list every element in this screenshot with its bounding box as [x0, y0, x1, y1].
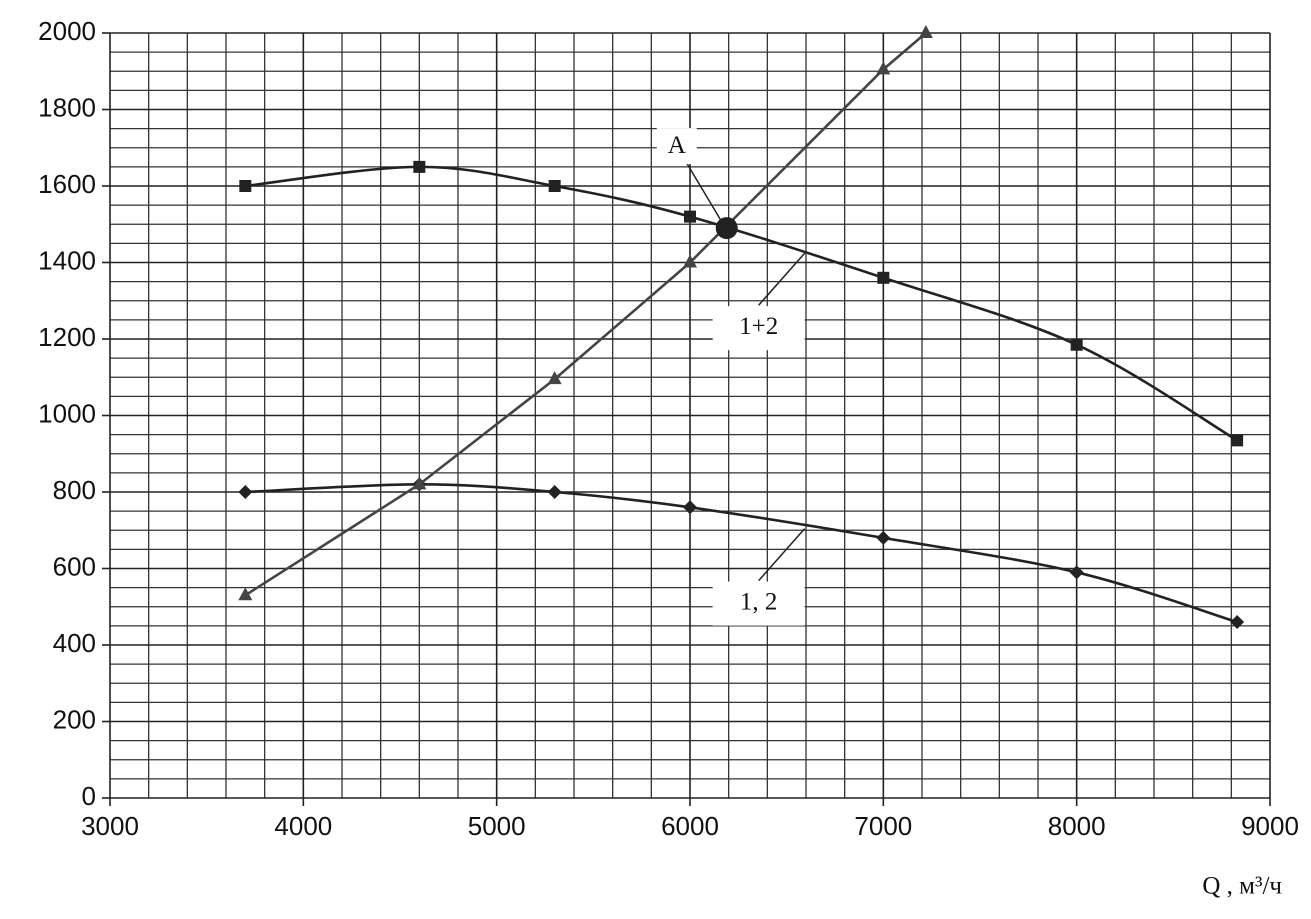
x-tick-label: 8000 — [1048, 811, 1106, 841]
y-tick-label: 2000 — [38, 16, 96, 46]
y-tick-label: 400 — [53, 628, 96, 658]
label-bg — [712, 581, 805, 626]
marker — [238, 587, 253, 601]
y-tick-label: 200 — [53, 704, 96, 734]
marker — [918, 25, 933, 38]
point-marker — [715, 217, 738, 240]
marker — [683, 254, 697, 268]
series-line — [244, 32, 927, 597]
y-tick-label: 800 — [53, 475, 96, 505]
marker — [413, 160, 426, 173]
y-tick-label: 0 — [82, 781, 96, 811]
marker — [239, 180, 252, 192]
marker — [548, 180, 561, 192]
label-bg — [656, 128, 697, 165]
marker — [876, 61, 891, 75]
curve-label: 1, 2 — [740, 588, 778, 615]
y-tick-label: 600 — [53, 551, 96, 581]
marker — [876, 530, 891, 545]
marker — [1070, 338, 1083, 351]
y-tick-label: 1600 — [38, 169, 96, 199]
label-bg — [712, 306, 805, 351]
y-tick-label: 1200 — [38, 322, 96, 352]
x-tick-label: 4000 — [274, 811, 332, 841]
marker — [547, 371, 562, 385]
marker — [1230, 615, 1245, 630]
series-line — [245, 165, 1238, 442]
x-tick-label: 5000 — [468, 811, 526, 841]
leader-line — [758, 252, 806, 306]
marker — [877, 271, 890, 284]
y-tick-label: 1800 — [38, 92, 96, 122]
leader-line — [758, 528, 806, 582]
x-axis-label: Q , м³/ч — [1202, 873, 1282, 900]
marker — [547, 485, 562, 499]
y-tick-label: 1000 — [38, 398, 96, 428]
x-tick-label: 9000 — [1241, 811, 1299, 841]
marker — [412, 476, 427, 490]
leader-line — [686, 162, 722, 221]
x-tick-label: 6000 — [661, 811, 719, 841]
x-tick-label: 7000 — [854, 811, 912, 841]
marker — [1069, 565, 1084, 580]
y-tick-label: 1400 — [38, 245, 96, 275]
x-tick-label: 3000 — [81, 811, 139, 841]
marker — [683, 500, 697, 515]
marker — [684, 210, 696, 223]
marker — [1231, 434, 1244, 447]
curve-label: 1+2 — [739, 313, 778, 340]
point-label: A — [668, 132, 686, 159]
marker — [238, 485, 253, 499]
